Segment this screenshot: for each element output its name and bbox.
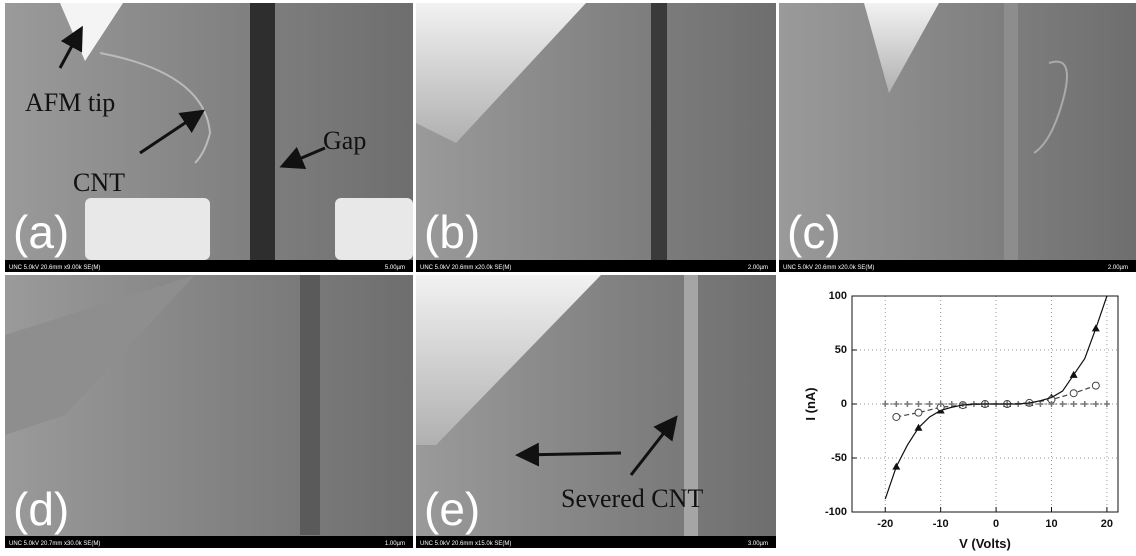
x-tick-label: -10 <box>933 518 949 530</box>
x-axis-label: V (Volts) <box>959 536 1011 551</box>
info-text: UNC 5.0kV 20.7mm x30.0k SE(M) <box>9 541 100 547</box>
data-point <box>1092 382 1099 389</box>
info-text: UNC 5.0kV 20.6mm x20.0k SE(M) <box>783 265 874 271</box>
panel-label: (d) <box>13 483 69 535</box>
scale-text: 5.00µm <box>385 265 405 271</box>
annotation: Gap <box>323 126 366 155</box>
x-tick-label: -20 <box>877 518 893 530</box>
y-tick-label: 0 <box>841 398 847 410</box>
data-point <box>1071 401 1077 407</box>
data-point <box>927 401 933 407</box>
info-text: UNC 5.0kV 20.6mm x9.00k SE(M) <box>9 265 100 271</box>
y-tick-label: 50 <box>835 344 847 356</box>
scale-text: 1.00µm <box>385 541 405 547</box>
scale-text: 2.00µm <box>748 265 768 271</box>
x-tick-label: 0 <box>993 518 999 530</box>
scale-text: 2.00µm <box>1108 265 1128 271</box>
data-point <box>1104 401 1110 407</box>
data-point <box>882 401 888 407</box>
electrode <box>85 198 210 260</box>
panel-label: (c) <box>787 206 841 258</box>
gap <box>300 275 320 535</box>
panel-label: (a) <box>13 206 69 258</box>
panel-label: (e) <box>424 483 480 535</box>
panel-c: (c) UNC 5.0kV 20.6mm x20.0k SE(M) 2.00µm <box>779 3 1136 272</box>
data-point <box>893 413 900 420</box>
info-text: UNC 5.0kV 20.6mm x20.0k SE(M) <box>420 265 511 271</box>
data-point <box>904 401 910 407</box>
info-text: UNC 5.0kV 20.6mm x15.0k SE(M) <box>420 541 511 547</box>
panel-b: (b) UNC 5.0kV 20.6mm x20.0k SE(M) 2.00µm <box>416 3 776 272</box>
electrode <box>335 198 413 260</box>
panel-label: (b) <box>424 206 480 258</box>
annotation: Severed CNT <box>561 484 703 513</box>
y-axis-label: I (nA) <box>803 387 818 420</box>
panel-d: (d) UNC 5.0kV 20.7mm x30.0k SE(M) 1.00µm <box>5 275 413 548</box>
gap <box>250 3 275 260</box>
data-point <box>1093 401 1099 407</box>
data-point <box>1070 390 1077 397</box>
figure: AFM tip CNT Gap (a) UNC 5.0kV 20.6mm x9.… <box>0 0 1136 556</box>
x-tick-label: 20 <box>1101 518 1113 530</box>
annotation: CNT <box>73 168 125 197</box>
data-point <box>1082 401 1088 407</box>
annotation: AFM tip <box>25 88 115 117</box>
x-tick-label: 10 <box>1045 518 1057 530</box>
data-point <box>915 409 922 416</box>
arrow <box>521 453 621 455</box>
data-point <box>1060 401 1066 407</box>
y-tick-label: -100 <box>825 506 847 518</box>
data-point <box>916 401 922 407</box>
data-point <box>1037 401 1043 407</box>
scale-text: 3.00µm <box>748 541 768 547</box>
y-tick-label: 100 <box>829 290 847 302</box>
gap <box>1004 3 1018 260</box>
panel-a: AFM tip CNT Gap (a) UNC 5.0kV 20.6mm x9.… <box>5 3 413 272</box>
gap <box>651 3 667 260</box>
y-tick-label: -50 <box>831 452 847 464</box>
data-point <box>893 401 899 407</box>
panel-e: Severed CNT (e) UNC 5.0kV 20.6mm x15.0k … <box>416 275 776 548</box>
